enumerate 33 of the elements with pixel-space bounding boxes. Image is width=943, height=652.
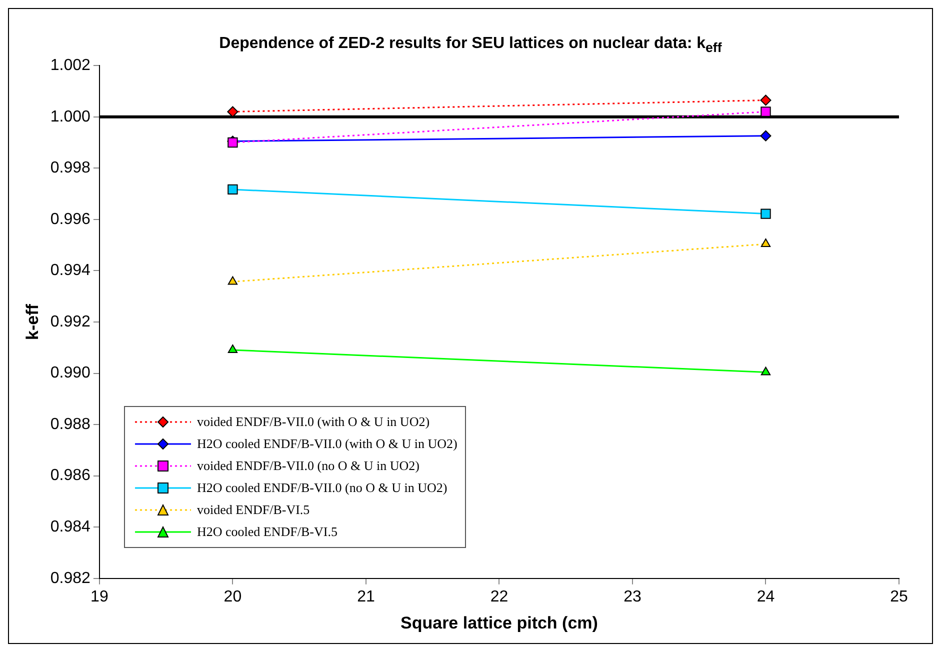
legend-label: voided ENDF/B-VI.5 <box>197 502 310 518</box>
legend-label: H2O cooled ENDF/B-VII.0 (no O & U in UO2) <box>197 480 448 496</box>
chart-title: Dependence of ZED-2 results for SEU lattices on nuclear data: k$_{eff}$ <box>218 34 723 56</box>
point <box>760 106 771 117</box>
legend-label: H2O cooled ENDF/B-VI.5 <box>197 524 338 540</box>
y-tick-label: 1.002 <box>50 57 91 74</box>
y-axis-title: k-eff <box>22 304 42 340</box>
y-tick-label: 1.000 <box>50 108 91 126</box>
point <box>760 130 772 142</box>
y-tick-label: 0.984 <box>50 518 91 536</box>
x-tick-label: 19 <box>90 588 108 606</box>
y-tick-label: 0.996 <box>50 210 91 228</box>
point <box>228 184 238 195</box>
x-tick-label: 20 <box>224 588 242 606</box>
y-tick-label: 0.990 <box>50 364 91 382</box>
y-tick-label: 0.994 <box>50 262 91 280</box>
point <box>760 94 772 106</box>
point <box>760 208 771 219</box>
legend-label: voided ENDF/B-VII.0 (no O & U in UO2) <box>197 458 420 474</box>
x-tick-label: 24 <box>756 588 775 606</box>
point <box>227 106 238 118</box>
x-tick-label: 22 <box>490 588 508 606</box>
y-tick-label: 0.986 <box>50 467 91 484</box>
x-tick-label: 23 <box>624 588 642 606</box>
y-tick-label: 0.982 <box>50 570 91 587</box>
x-axis-title: Square lattice pitch (cm) <box>400 613 598 632</box>
x-tick-label: 25 <box>890 588 908 606</box>
legend-label: H2O cooled ENDF/B-VII.0 (with O & U in UO2) <box>197 436 458 452</box>
y-tick-label: 0.988 <box>50 416 91 433</box>
x-tick-label: 21 <box>357 588 375 606</box>
legend-label: voided ENDF/B-VII.0 (with O & U in UO2) <box>197 414 430 430</box>
y-tick-label: 0.998 <box>50 160 91 177</box>
y-tick-label: 0.992 <box>50 313 91 330</box>
